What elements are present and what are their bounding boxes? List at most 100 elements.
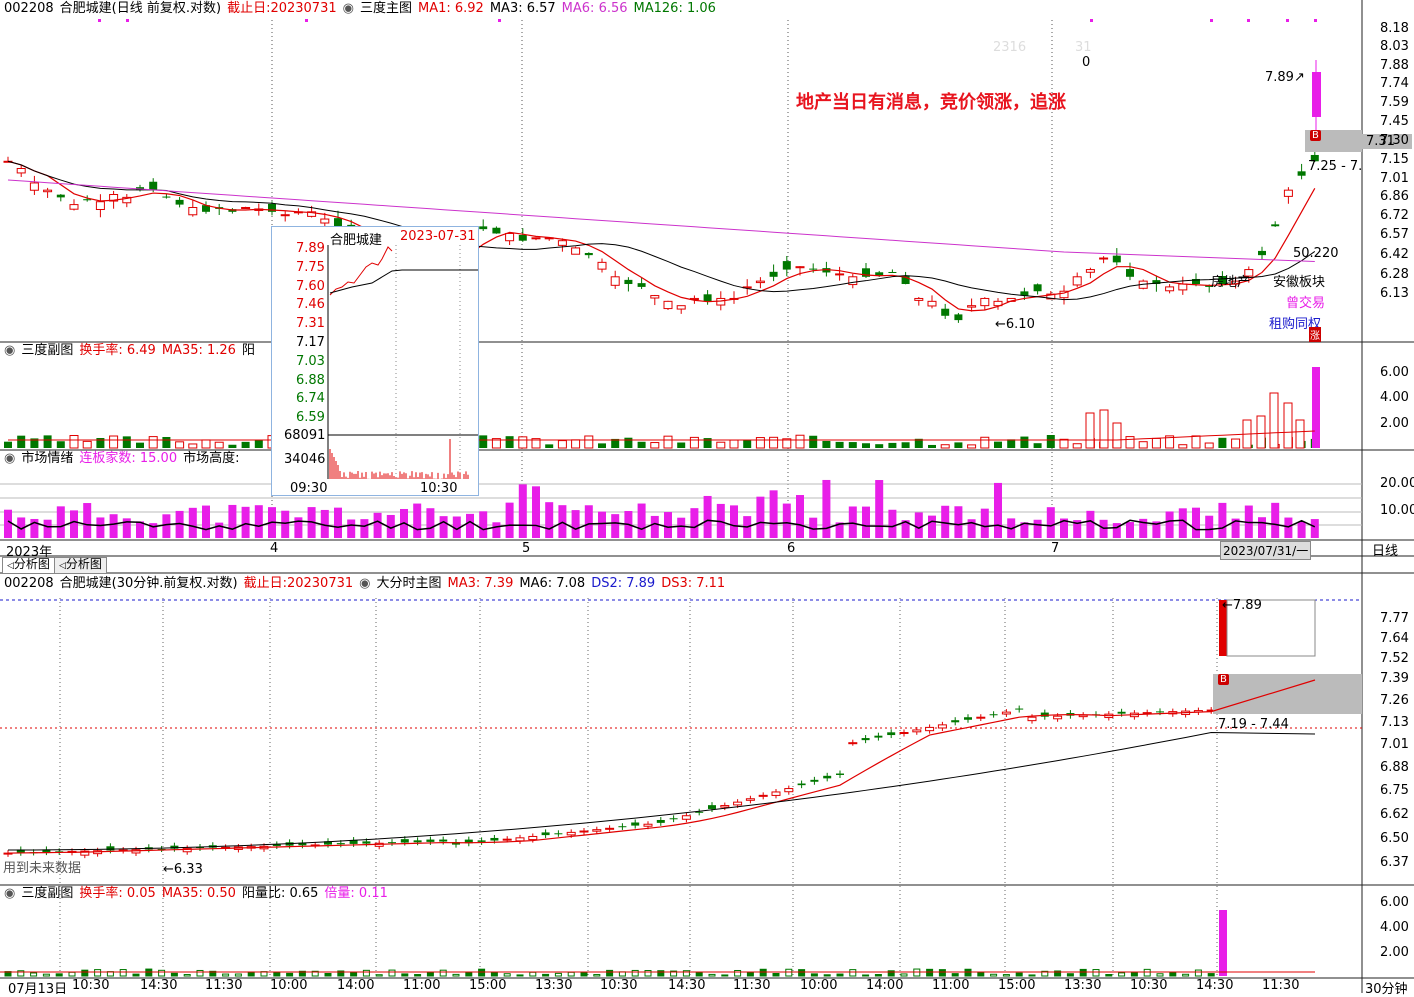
emotion-bar bbox=[862, 507, 870, 538]
ma1-value: MA1: 6.92 bbox=[418, 1, 484, 16]
emotion-bar bbox=[1086, 511, 1094, 538]
m30-volume-bar bbox=[901, 974, 907, 976]
m30-volume-bar bbox=[786, 969, 792, 976]
emotion-bar bbox=[783, 504, 791, 538]
candle-body bbox=[242, 207, 250, 208]
candle-body bbox=[492, 228, 500, 234]
volume-bar bbox=[598, 443, 606, 448]
volume-bar bbox=[242, 442, 250, 448]
popup-price-tick: 6.74 bbox=[296, 391, 325, 406]
m30-sub-header: ◉ 三度副图 换手率: 0.05 MA35: 0.50 阳量比: 0.65 倍量: 0.1… bbox=[4, 886, 394, 902]
candle-body bbox=[519, 235, 527, 241]
settings-icon[interactable]: ◉ bbox=[343, 1, 354, 16]
m30-main-label[interactable]: 大分时主图 bbox=[377, 576, 442, 591]
top-num-3: 0 bbox=[1082, 55, 1090, 70]
volume-bar bbox=[730, 440, 738, 448]
volume-bar bbox=[809, 436, 817, 448]
marker-dot bbox=[1286, 19, 1289, 22]
m30-volume-bar bbox=[402, 974, 408, 976]
sub2-settings-icon[interactable]: ◉ bbox=[4, 451, 15, 466]
candle-body bbox=[1079, 715, 1087, 716]
m30-volume-bar bbox=[120, 970, 126, 976]
tab-analysis-2[interactable]: ◁分析图 bbox=[54, 557, 107, 574]
m30-title: 合肥城建(30分钟.前复权.对数) bbox=[60, 576, 238, 591]
candle-body bbox=[96, 202, 104, 210]
m30-volume-bar bbox=[1119, 973, 1125, 976]
daily-period-button[interactable]: 日线 bbox=[1372, 540, 1398, 559]
emotion-bar bbox=[4, 510, 12, 538]
m30-volume-bar bbox=[965, 969, 971, 976]
sub1-label[interactable]: 三度副图 bbox=[21, 343, 73, 358]
volume-bar bbox=[690, 437, 698, 448]
emotion-bar bbox=[413, 504, 421, 538]
candle-body bbox=[704, 294, 712, 301]
popup-price-tick: 7.31 bbox=[296, 316, 325, 331]
m30-volume-bar bbox=[389, 970, 395, 976]
emotion-bar bbox=[1311, 519, 1319, 538]
candle-body bbox=[479, 226, 487, 229]
candle-body bbox=[1086, 270, 1094, 273]
emotion-bar bbox=[954, 506, 962, 538]
tag-anhui[interactable]: 安徽板块 bbox=[1273, 271, 1325, 290]
candle-body bbox=[772, 792, 780, 795]
candle-body bbox=[606, 828, 614, 829]
m30-ds2: DS2: 7.89 bbox=[591, 576, 655, 591]
volume-bar bbox=[743, 440, 751, 448]
m30-volume-bar bbox=[837, 974, 843, 976]
candle-body bbox=[770, 272, 778, 277]
emotion-bar bbox=[756, 497, 764, 538]
m30-volume-bar bbox=[248, 972, 254, 976]
m30-period-button[interactable]: 30分钟 bbox=[1365, 978, 1408, 997]
volume-bar bbox=[1257, 416, 1265, 448]
tab-arrow-icon: ◁ bbox=[7, 561, 14, 571]
emotion-bar bbox=[334, 508, 342, 538]
volume-bar bbox=[717, 442, 725, 448]
volume-bar-limit bbox=[1312, 367, 1320, 448]
candle-body bbox=[611, 277, 619, 286]
m30-volume-bar bbox=[1080, 969, 1086, 976]
popup-price-tick: 7.17 bbox=[296, 335, 325, 350]
emotion-bar bbox=[928, 516, 936, 538]
candle-body bbox=[849, 277, 857, 285]
tag-traded[interactable]: 曾交易 bbox=[1286, 292, 1325, 311]
sub2-label[interactable]: 市场情绪 bbox=[21, 451, 73, 466]
volume-bar bbox=[888, 443, 896, 448]
volume-bar bbox=[519, 437, 527, 448]
m30-volume-bar bbox=[799, 970, 805, 976]
current-date-label: 2023/07/31/一 bbox=[1220, 541, 1311, 560]
main-indicator-label[interactable]: 三度主图 bbox=[360, 1, 412, 16]
m30-volume-bar bbox=[427, 973, 433, 976]
candle-body bbox=[756, 281, 764, 282]
m30-volume-bar bbox=[1106, 975, 1112, 976]
emotion-bar bbox=[1205, 516, 1213, 538]
candle-body bbox=[951, 720, 959, 722]
volume-bar bbox=[1296, 420, 1304, 448]
candle-body bbox=[83, 199, 91, 200]
candle-body bbox=[746, 799, 754, 801]
volume-bar bbox=[1113, 423, 1121, 448]
volume-bar bbox=[162, 437, 170, 448]
m30-volume-bar bbox=[184, 975, 190, 976]
tag-realestate[interactable]: 房地产 bbox=[1211, 271, 1250, 290]
m30-volume-bar bbox=[287, 973, 293, 976]
volume-bar bbox=[862, 443, 870, 448]
volume-bar bbox=[1007, 439, 1015, 448]
m30-settings-icon[interactable]: ◉ bbox=[359, 576, 370, 591]
emotion-bar bbox=[1166, 511, 1174, 538]
m30-x-label: 15:00 bbox=[998, 978, 1035, 993]
emotion-bar bbox=[281, 511, 289, 538]
daily-y-tick: 7.59 bbox=[1380, 96, 1409, 110]
m30-volume-bar bbox=[811, 974, 817, 976]
sub1-settings-icon[interactable]: ◉ bbox=[4, 343, 15, 358]
m30-sub-settings-icon[interactable]: ◉ bbox=[4, 886, 15, 901]
marker-dot bbox=[498, 19, 501, 22]
m30-sub-label[interactable]: 三度副图 bbox=[21, 886, 73, 901]
intraday-popup[interactable]: 合肥城建 2023-07-31 7.89 7.75 7.60 7.46 7.31 7.17… bbox=[271, 226, 479, 496]
m30-y-tick: 7.01 bbox=[1380, 738, 1409, 752]
tab-analysis-1[interactable]: ◁分析图 bbox=[2, 557, 55, 574]
emotion-bar bbox=[770, 490, 778, 538]
candle-body bbox=[836, 774, 844, 775]
volume-bar bbox=[1205, 443, 1213, 448]
candle-body bbox=[70, 205, 78, 210]
